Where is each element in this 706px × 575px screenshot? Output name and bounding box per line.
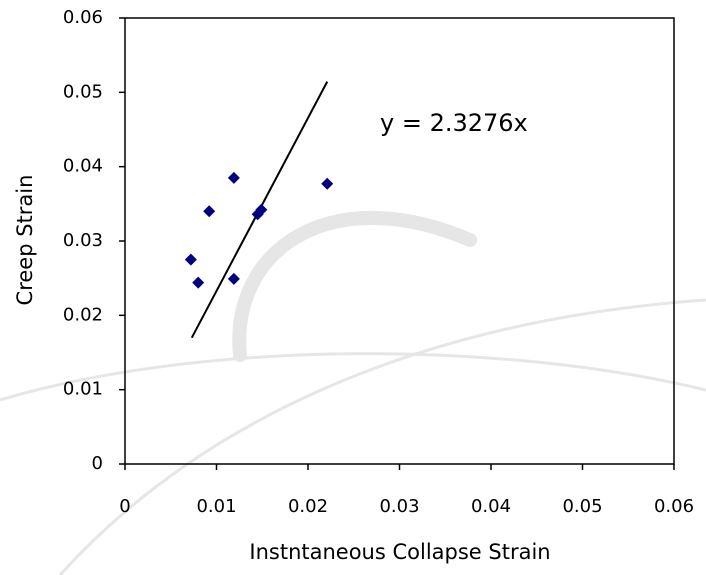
y-tick-label: 0	[92, 453, 103, 474]
marker	[192, 276, 205, 289]
plot-frame	[124, 17, 675, 465]
marker	[203, 205, 216, 218]
x-tick-label: 0.05	[562, 496, 602, 517]
x-tick-label: 0.04	[471, 496, 511, 517]
annotation: y = 2.3276x	[380, 109, 528, 137]
y-axis-label: Creep Strain	[13, 175, 37, 306]
marker	[255, 203, 268, 216]
marker	[321, 177, 334, 190]
x-tick-label: 0.02	[288, 496, 328, 517]
marker	[184, 253, 197, 266]
marker	[227, 272, 240, 285]
y-tick-label: 0.06	[63, 7, 103, 28]
y-tick-label: 0.02	[63, 304, 103, 325]
marker	[227, 171, 240, 184]
x-tick-label: 0	[119, 496, 130, 517]
x-tick-label: 0.03	[379, 496, 419, 517]
y-tick-label: 0.04	[63, 156, 103, 177]
watermark	[0, 210, 706, 575]
y-tick-label: 0.01	[63, 379, 103, 400]
x-tick-label: 0.01	[196, 496, 236, 517]
y-tick-label: 0.03	[63, 230, 103, 251]
x-tick-label: 0.06	[654, 496, 694, 517]
y-tick-label: 0.05	[63, 81, 103, 102]
x-axis-label: Instntaneous Collapse Strain	[249, 540, 550, 564]
